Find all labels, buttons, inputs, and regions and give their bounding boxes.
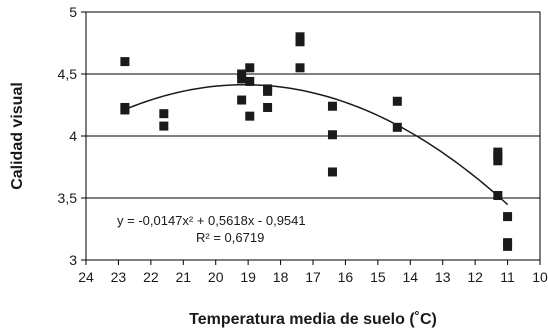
data-point	[295, 32, 305, 42]
data-point	[159, 109, 169, 119]
data-point	[327, 101, 337, 111]
data-point	[503, 212, 513, 222]
trendline-equation: y = -0,0147x² + 0,5618x - 0,9541	[117, 213, 306, 228]
data-point	[237, 69, 247, 79]
data-point	[245, 63, 255, 73]
y-tick-label: 5	[69, 4, 77, 20]
x-axis-title: Temperatura media de suelo (˚C)	[189, 311, 437, 328]
gridlines	[86, 73, 540, 199]
data-point	[263, 102, 273, 112]
data-point	[503, 241, 513, 251]
r-squared-label: R² = 0,6719	[196, 230, 264, 245]
x-tick-label: 22	[143, 269, 159, 285]
data-point	[245, 111, 255, 121]
x-tick-label: 11	[500, 269, 515, 285]
x-tick-label: 18	[273, 269, 289, 285]
x-tick-label: 20	[208, 269, 224, 285]
y-tick-label: 4,5	[58, 66, 78, 82]
data-point	[245, 76, 255, 86]
data-point	[237, 74, 247, 84]
y-tick-label: 4	[69, 128, 77, 144]
x-tick-label: 14	[402, 269, 418, 285]
x-tick-label: 12	[467, 269, 483, 285]
data-point	[159, 121, 169, 131]
data-point	[237, 95, 247, 105]
x-axis-ticks: 24 23 22 21 20 19 18 17 16 15 14 13 12 11 10	[78, 260, 548, 285]
data-point	[295, 37, 305, 47]
x-tick-label: 17	[305, 269, 321, 285]
x-tick-label: 10	[532, 269, 548, 285]
data-point	[120, 57, 130, 67]
x-tick-label: 16	[338, 269, 354, 285]
x-tick-label: 24	[78, 269, 94, 285]
data-point	[327, 130, 337, 140]
trendline	[124, 83, 509, 206]
data-points	[120, 32, 513, 251]
data-point	[263, 86, 273, 96]
data-point	[392, 122, 402, 132]
data-point	[493, 191, 503, 201]
x-tick-label: 23	[111, 269, 127, 285]
x-tick-label: 15	[370, 269, 386, 285]
y-axis-title: Calidad visual	[9, 82, 26, 190]
data-point	[295, 63, 305, 73]
data-point	[120, 105, 130, 115]
x-tick-label: 13	[435, 269, 451, 285]
x-tick-label: 21	[175, 269, 191, 285]
y-tick-label: 3	[69, 252, 77, 268]
data-point	[493, 156, 503, 166]
data-point	[392, 96, 402, 106]
x-tick-label: 19	[240, 269, 256, 285]
y-axis-ticks: 3 3,5 4 4,5 5	[58, 4, 86, 268]
data-point	[493, 151, 503, 161]
data-point	[327, 167, 337, 177]
y-tick-label: 3,5	[58, 190, 78, 206]
